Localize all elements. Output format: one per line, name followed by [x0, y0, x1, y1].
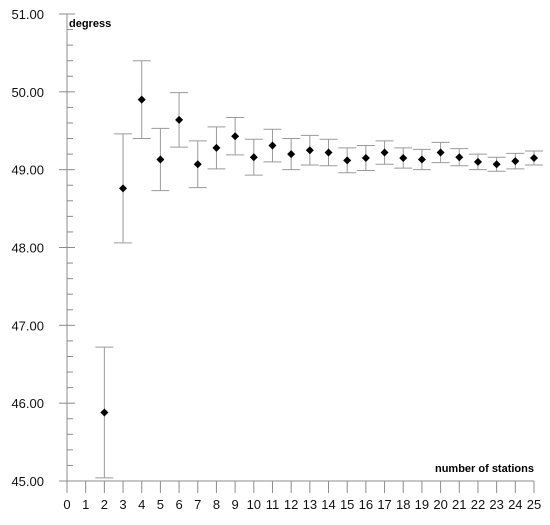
x-tick-label: 22 [471, 497, 485, 512]
x-tick-label: 5 [157, 497, 164, 512]
x-tick-label: 13 [303, 497, 317, 512]
y-tick-label: 46.00 [11, 396, 44, 411]
x-tick-label: 11 [266, 497, 280, 512]
x-tick-label: 7 [194, 497, 201, 512]
x-tick-label: 20 [433, 497, 447, 512]
data-point [244, 138, 263, 176]
data-point [525, 150, 543, 166]
data-point [356, 145, 375, 171]
x-tick-label: 15 [340, 497, 354, 512]
x-tick-label: 6 [175, 497, 182, 512]
y-axis-title: degress [69, 18, 111, 30]
diamond-marker [175, 115, 184, 124]
y-axis: 45.00 46.00 47.00 48.00 49.00 50.00 51.00 [11, 7, 75, 489]
diamond-marker [249, 153, 258, 162]
diamond-marker [305, 146, 314, 155]
diamond-marker [287, 150, 296, 159]
x-tick-label: 3 [119, 497, 126, 512]
diamond-marker [511, 157, 520, 166]
x-axis: 0 1 2 3 4 5 6 7 8 9 10 11 12 13 14 15 16 17 18 19 20 21 22 23 24… [63, 480, 541, 512]
data-point [487, 156, 506, 172]
diamond-marker [473, 157, 482, 166]
x-tick-label: 18 [396, 497, 410, 512]
data-point [282, 138, 301, 171]
data-point [375, 140, 394, 165]
data-point [394, 147, 413, 169]
x-tick-label: 10 [247, 497, 261, 512]
data-point [506, 152, 525, 170]
x-tick-label: 8 [213, 497, 220, 512]
x-tick-label: 0 [63, 497, 70, 512]
x-tick-label: 14 [321, 497, 335, 512]
data-point [319, 138, 338, 167]
diamond-marker [436, 148, 445, 157]
diamond-marker [212, 143, 221, 152]
data-point [263, 128, 282, 163]
diamond-marker [492, 160, 501, 169]
x-tick-label: 9 [232, 497, 239, 512]
x-tick-label: 19 [415, 497, 429, 512]
data-point [188, 140, 207, 189]
data-point [95, 346, 114, 479]
diamond-marker [380, 148, 389, 157]
diamond-marker [119, 184, 128, 193]
data-point [300, 134, 319, 166]
data-point [431, 141, 450, 164]
x-tick-label: 21 [452, 497, 466, 512]
diamond-marker [324, 148, 333, 157]
diamond-marker [100, 408, 109, 417]
y-tick-label: 45.00 [11, 474, 44, 489]
x-tick-label: 23 [489, 497, 503, 512]
x-tick-label: 2 [101, 497, 108, 512]
x-tick-label: 1 [82, 497, 89, 512]
y-tick-label: 51.00 [11, 7, 44, 22]
x-tick-label: 4 [138, 497, 145, 512]
data-point [207, 126, 226, 170]
x-tick-label: 25 [527, 497, 541, 512]
data-point [170, 92, 189, 148]
diamond-marker [530, 153, 538, 162]
diamond-marker [193, 160, 202, 169]
diamond-marker [361, 153, 370, 162]
diamond-marker [268, 141, 277, 150]
y-tick-label: 50.00 [11, 85, 44, 100]
diamond-marker [156, 155, 165, 164]
data-point [114, 133, 133, 244]
y-tick-label: 47.00 [11, 318, 44, 333]
x-tick-label: 16 [359, 497, 373, 512]
y-tick-label: 49.00 [11, 163, 44, 178]
data-point [338, 147, 357, 174]
data-point [468, 153, 487, 171]
x-tick-label: 17 [377, 497, 391, 512]
data-point [412, 148, 431, 171]
diamond-marker [137, 95, 146, 104]
data-point [450, 148, 469, 167]
diamond-marker [399, 153, 408, 162]
x-axis-title: number of stations [435, 463, 534, 475]
plot-area [95, 60, 543, 479]
data-point [132, 60, 151, 140]
diamond-marker [455, 153, 464, 162]
data-point [226, 117, 245, 156]
diamond-marker [231, 132, 240, 141]
x-tick-label: 24 [508, 497, 522, 512]
diamond-marker [343, 156, 352, 165]
y-tick-label: 48.00 [11, 241, 44, 256]
diamond-marker [417, 155, 426, 164]
data-point [151, 127, 170, 192]
x-tick-label: 12 [284, 497, 298, 512]
